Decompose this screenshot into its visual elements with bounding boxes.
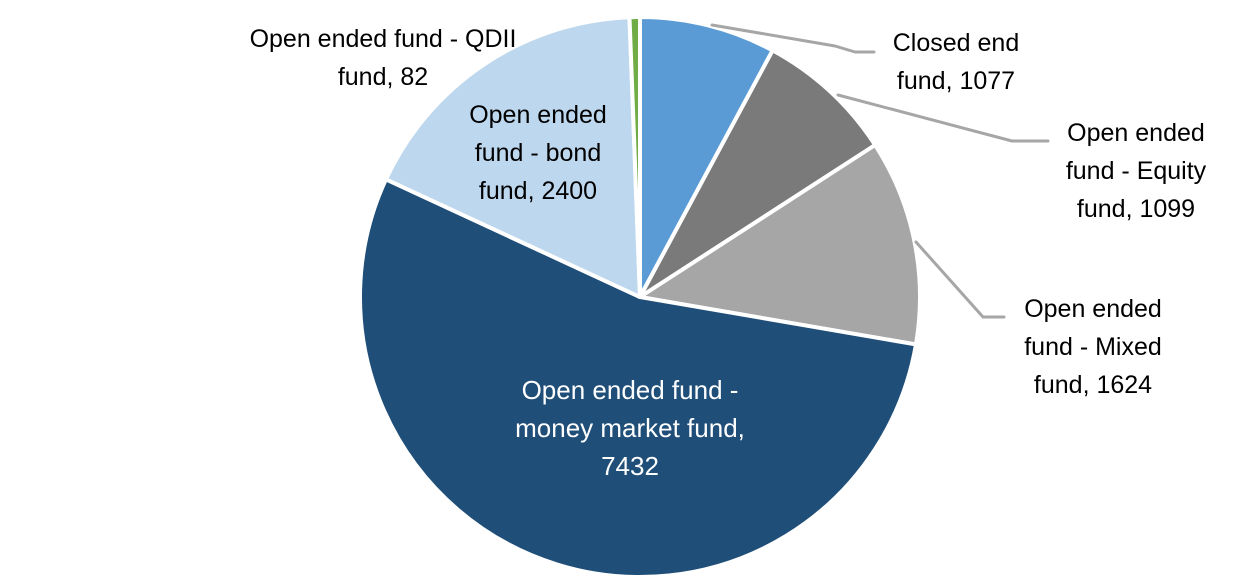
data-label-line: Open ended xyxy=(469,101,607,129)
pie-slice-open-ended-fund-qdii-fund xyxy=(627,15,642,299)
data-label-line: fund, 1077 xyxy=(896,67,1016,95)
data-label-bond-fund: Open ended fund - bond fund, 2400 xyxy=(469,96,607,210)
data-label-qdii-fund: Open ended fund - QDII fund, 82 xyxy=(250,20,517,96)
pie-slice-open-ended-fund-money-market-fund xyxy=(358,177,918,579)
pie-slice-open-ended-fund-mixed-fund xyxy=(638,143,922,347)
pie-slice-open-ended-fund-equity-fund xyxy=(638,48,878,299)
data-label-line: fund, 82 xyxy=(337,63,429,91)
leader-line-equity-fund xyxy=(836,93,1050,143)
data-label-mixed-fund: Open ended fund - Mixed fund, 1624 xyxy=(1024,290,1162,404)
data-label-line: fund, 1099 xyxy=(1076,195,1196,223)
data-label-line: 7432 xyxy=(601,451,659,481)
data-label-line: fund - Mixed xyxy=(1024,333,1162,361)
pie-slice-closed-end-fund xyxy=(638,15,775,299)
data-label-line: Open ended xyxy=(1067,119,1205,147)
data-label-line: Open ended xyxy=(1024,295,1162,323)
data-label-equity-fund: Open ended fund - Equity fund, 1099 xyxy=(1066,114,1206,228)
data-label-line: fund - Equity xyxy=(1065,157,1207,185)
data-label-line: Open ended fund - xyxy=(521,375,739,405)
data-label-line: Open ended fund - QDII xyxy=(249,25,517,53)
leader-line-closed-end-fund xyxy=(710,23,876,54)
data-label-line: money market fund, xyxy=(515,413,745,443)
leader-line-mixed-fund xyxy=(914,240,1006,319)
data-label-money-market-fund: Open ended fund - money market fund, 743… xyxy=(515,371,745,485)
data-label-line: fund, 2400 xyxy=(478,177,598,205)
pie-slices xyxy=(358,15,922,579)
data-label-line: Closed end xyxy=(892,29,1020,57)
data-label-line: fund, 1624 xyxy=(1033,371,1153,399)
pie-slice-open-ended-fund-bond-fund xyxy=(383,15,642,299)
data-label-closed-end-fund: Closed end fund, 1077 xyxy=(893,24,1019,100)
data-label-line: fund - bond xyxy=(474,139,602,167)
